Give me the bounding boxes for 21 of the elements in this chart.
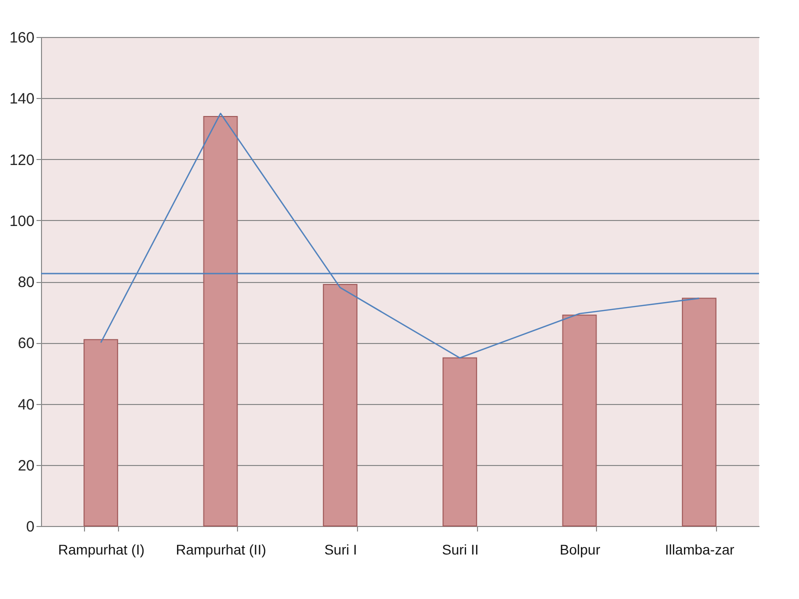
y-tick-label: 60 [18,335,34,352]
x-tick-label: Suri II [442,542,479,558]
y-tick-label: 100 [9,212,34,230]
y-tick-label: 140 [9,90,34,108]
x-tick-label: Illamba-zar [665,542,735,558]
bar [442,357,478,526]
x-tick-label: Rampurhat (I) [58,542,145,558]
x-tick-label: Bolpur [560,542,601,558]
bar [84,339,118,526]
bar [203,116,238,526]
y-tick-label: 160 [9,30,34,46]
bar [562,314,597,526]
y-tick-label: 120 [9,152,34,169]
y-tick-label: 40 [18,396,34,414]
x-tick-label: Suri I [324,542,358,558]
y-tick-label: 0 [26,518,34,536]
bar [322,284,358,526]
y-tick-label: 20 [18,457,34,474]
bar [682,298,716,526]
y-tick-label: 80 [18,274,34,291]
x-tick-label: Rampurhat (II) [176,542,266,558]
